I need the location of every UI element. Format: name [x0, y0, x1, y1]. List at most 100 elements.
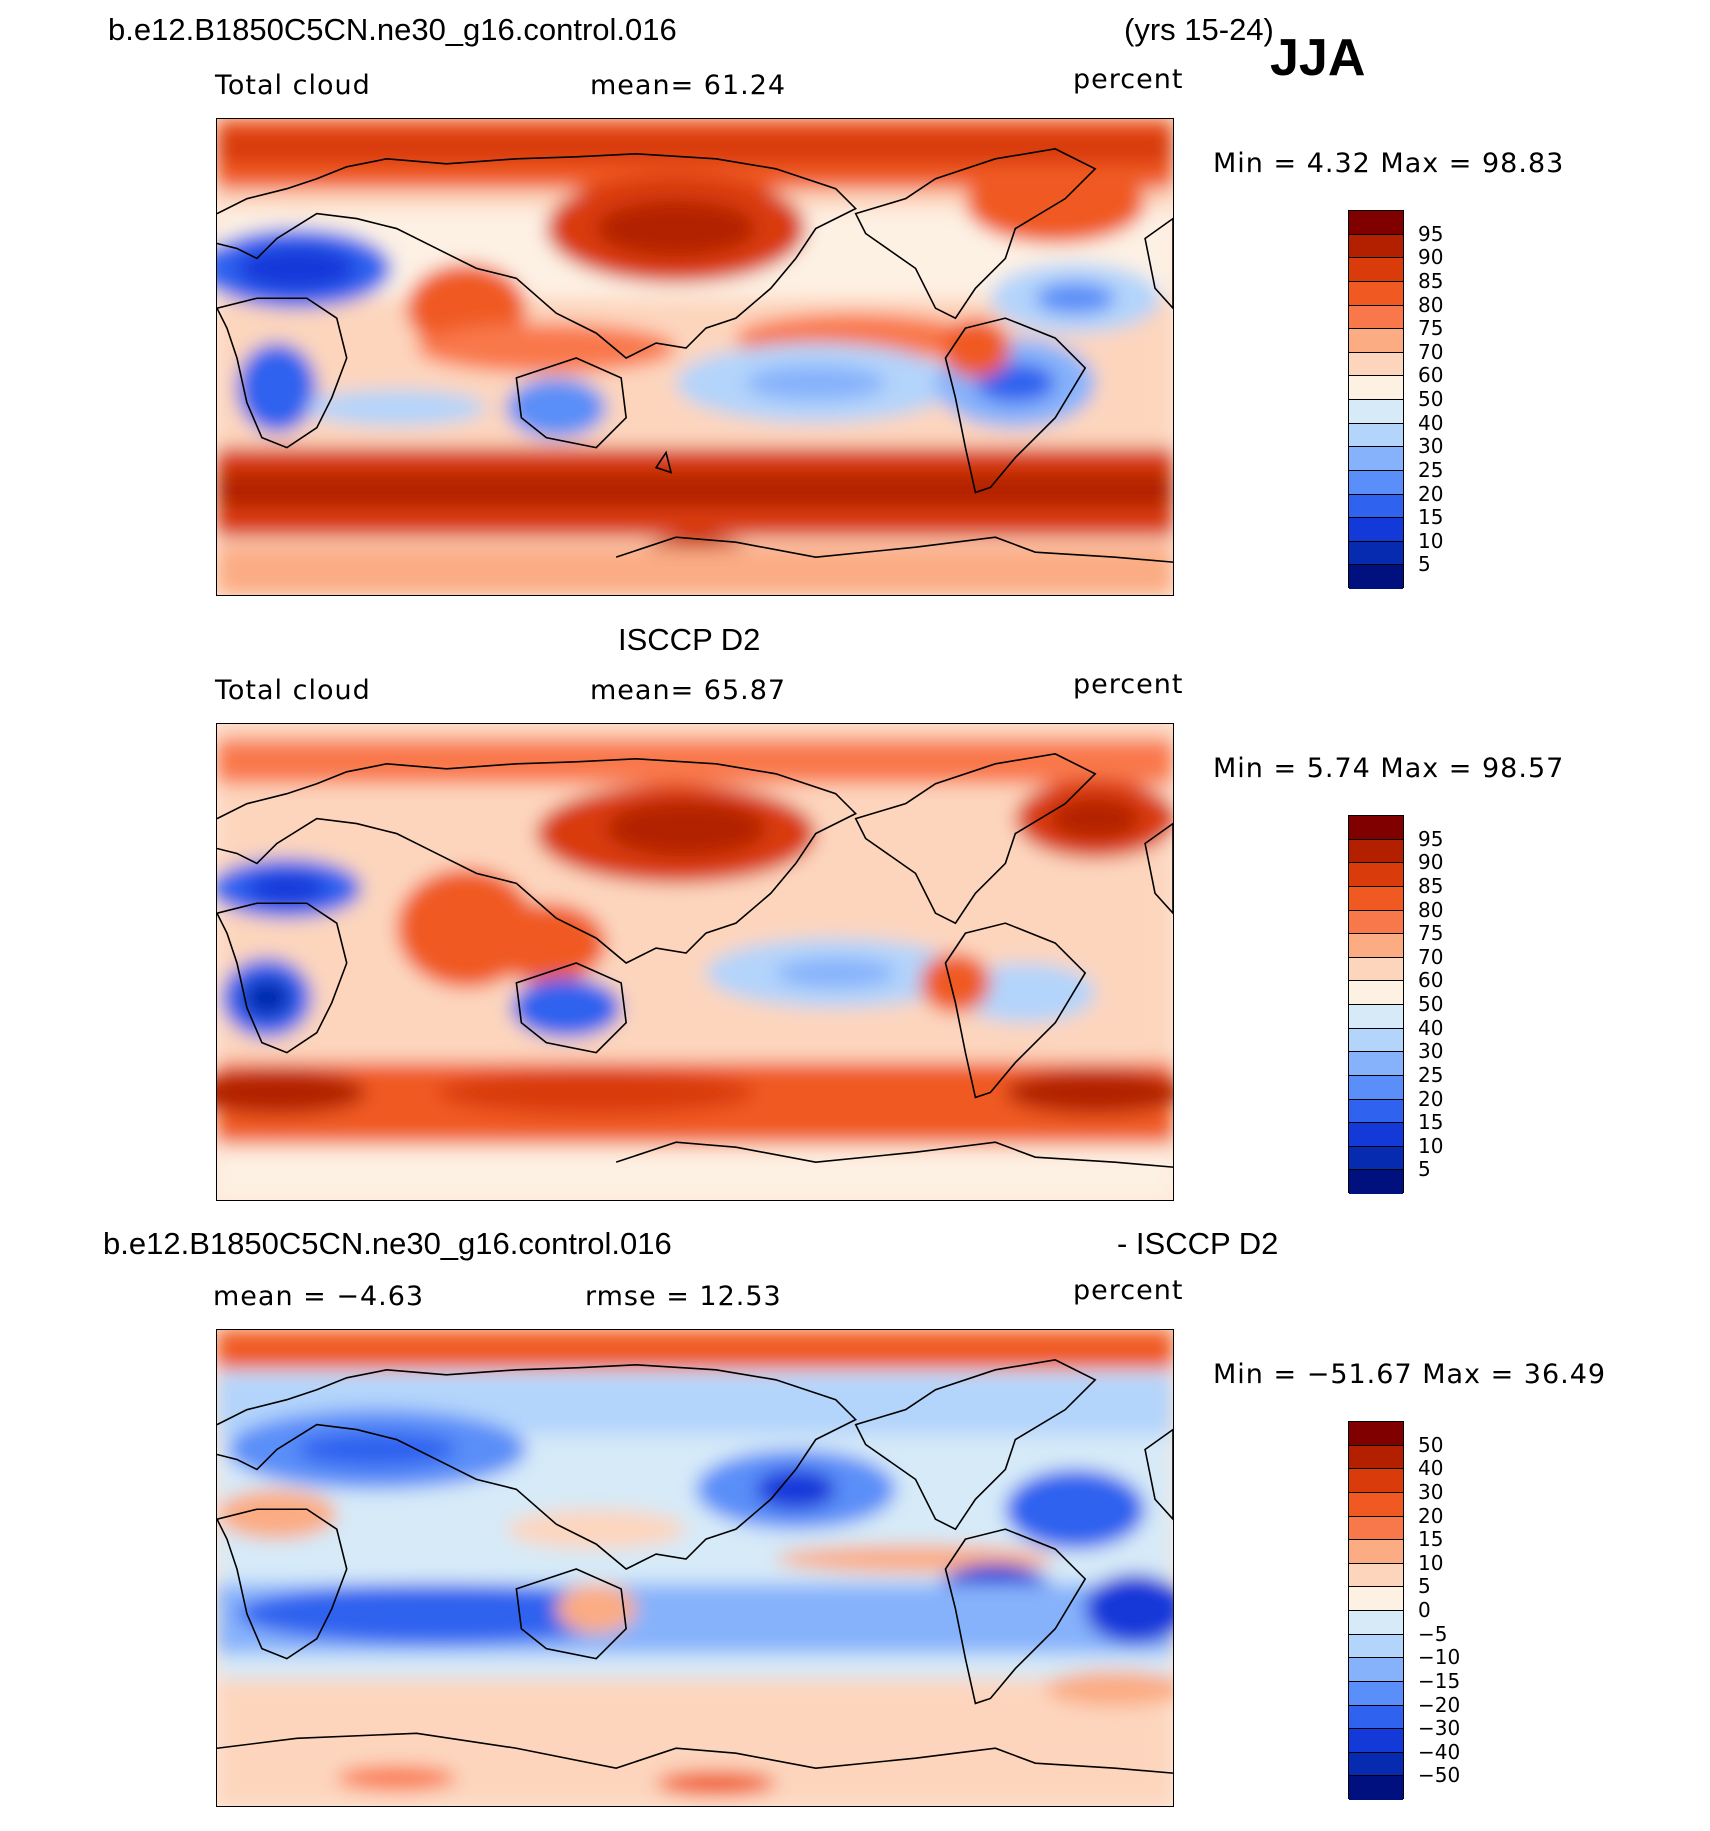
colorbar-tick-label: 90: [1418, 850, 1444, 875]
colorbar-swatch: [1349, 352, 1403, 377]
colorbar-swatch: [1349, 1705, 1403, 1730]
colorbar-swatch: [1349, 281, 1403, 306]
colorbar-swatch: [1349, 258, 1403, 282]
colorbar-swatch: [1349, 447, 1403, 471]
colorbar-swatch: [1349, 541, 1403, 566]
colorbar-tick-label: 25: [1418, 1062, 1444, 1087]
colorbar-swatch: [1349, 1099, 1403, 1124]
colorbar-tick-label: 15: [1418, 505, 1444, 530]
panel3-map: [216, 1329, 1174, 1807]
colorbar-tick-label: 40: [1418, 1456, 1444, 1481]
panel3-difference-field: [217, 1330, 1173, 1806]
panel3-title-left: b.e12.B1850C5CN.ne30_g16.control.016: [103, 1226, 672, 1261]
colorbar-swatch: [1349, 376, 1403, 400]
panel1-map: [216, 118, 1174, 596]
colorbar-swatch: [1349, 1422, 1403, 1446]
colorbar-swatch: [1349, 305, 1403, 330]
colorbar-tick-label: 60: [1418, 968, 1444, 993]
panel1-coastlines: [217, 148, 1173, 563]
colorbar-swatch: [1349, 1776, 1403, 1800]
colorbar-swatch: [1349, 934, 1403, 958]
colorbar-tick-label: 50: [1418, 1432, 1444, 1457]
colorbar-swatch: [1349, 981, 1403, 1005]
colorbar-tick-label: 25: [1418, 457, 1444, 482]
panel3-minmax-label: Min = −51.67 Max = 36.49: [1213, 1359, 1607, 1390]
colorbar-tick-label: 75: [1418, 921, 1444, 946]
colorbar-swatch: [1349, 910, 1403, 935]
colorbar-tick-label: 5: [1418, 552, 1431, 577]
colorbar-tick-label: 95: [1418, 221, 1444, 246]
season-label: JJA: [1270, 29, 1366, 87]
colorbar-tick-label: 10: [1418, 528, 1444, 553]
colorbar-tick-label: 10: [1418, 1133, 1444, 1158]
colorbar-swatch: [1349, 886, 1403, 911]
colorbar-swatch: [1349, 1028, 1403, 1053]
colorbar-tick-label: −30: [1418, 1716, 1461, 1741]
panel2-minmax-label: Min = 5.74 Max = 98.57: [1213, 753, 1565, 784]
panel1-colorbar: [1348, 210, 1404, 589]
panel2-map: [216, 723, 1174, 1201]
panel2-coastlines: [217, 753, 1173, 1168]
panel3-mean-label: mean = −4.63: [213, 1281, 425, 1312]
colorbar-swatch: [1349, 1075, 1403, 1100]
years-label: (yrs 15-24): [1124, 12, 1274, 47]
colorbar-swatch: [1349, 957, 1403, 982]
colorbar-swatch: [1349, 329, 1403, 353]
colorbar-swatch: [1349, 1634, 1403, 1659]
colorbar-tick-label: −5: [1418, 1621, 1448, 1646]
colorbar-tick-label: 5: [1418, 1574, 1431, 1599]
panel2-mean-label: mean= 65.87: [590, 675, 787, 706]
colorbar-swatch: [1349, 1611, 1403, 1635]
colorbar-swatch: [1349, 1563, 1403, 1588]
colorbar-tick-label: 70: [1418, 944, 1444, 969]
colorbar-tick-label: 85: [1418, 873, 1444, 898]
colorbar-swatch: [1349, 1170, 1403, 1194]
panel2-units-label: percent: [1073, 669, 1184, 700]
panel3-colorbar: [1348, 1421, 1404, 1800]
panel3-rmse-label: rmse = 12.53: [585, 1281, 782, 1312]
colorbar-swatch: [1349, 1469, 1403, 1493]
colorbar-tick-label: 20: [1418, 481, 1444, 506]
panel3-coastlines: [217, 1359, 1173, 1774]
colorbar-tick-label: 40: [1418, 1015, 1444, 1040]
colorbar-swatch: [1349, 816, 1403, 840]
colorbar-tick-label: 90: [1418, 245, 1444, 270]
colorbar-swatch: [1349, 423, 1403, 448]
colorbar-swatch: [1349, 565, 1403, 589]
colorbar-tick-label: 75: [1418, 316, 1444, 341]
colorbar-swatch: [1349, 1492, 1403, 1517]
colorbar-swatch: [1349, 1752, 1403, 1777]
colorbar-swatch: [1349, 1516, 1403, 1541]
colorbar-swatch: [1349, 400, 1403, 424]
panel2-cloud-field: [217, 724, 1173, 1200]
colorbar-tick-label: 40: [1418, 410, 1444, 435]
panel1-mean-label: mean= 61.24: [590, 70, 787, 101]
panel3-title-right: - ISCCP D2: [1117, 1226, 1279, 1261]
colorbar-tick-label: 15: [1418, 1527, 1444, 1552]
panel1-units-label: percent: [1073, 64, 1184, 95]
colorbar-swatch: [1349, 1681, 1403, 1706]
panel1-cloud-field: [217, 119, 1173, 595]
panel1-minmax-label: Min = 4.32 Max = 98.83: [1213, 148, 1565, 179]
case-title: b.e12.B1850C5CN.ne30_g16.control.016: [108, 12, 677, 47]
colorbar-swatch: [1349, 494, 1403, 519]
colorbar-tick-label: 0: [1418, 1598, 1431, 1622]
colorbar-tick-label: 15: [1418, 1110, 1444, 1135]
colorbar-tick-label: −20: [1418, 1692, 1461, 1717]
colorbar-swatch: [1349, 1729, 1403, 1753]
colorbar-tick-label: 10: [1418, 1550, 1444, 1575]
colorbar-swatch: [1349, 234, 1403, 259]
colorbar-swatch: [1349, 1052, 1403, 1076]
colorbar-swatch: [1349, 1445, 1403, 1470]
panel2-variable-label: Total cloud: [215, 675, 371, 706]
colorbar-tick-label: −10: [1418, 1645, 1461, 1670]
colorbar-swatch: [1349, 863, 1403, 887]
colorbar-swatch: [1349, 1540, 1403, 1564]
colorbar-tick-label: 30: [1418, 1039, 1444, 1064]
colorbar-swatch: [1349, 839, 1403, 864]
colorbar-swatch: [1349, 1123, 1403, 1147]
colorbar-tick-label: −15: [1418, 1668, 1461, 1693]
colorbar-swatch: [1349, 1005, 1403, 1029]
colorbar-tick-label: −40: [1418, 1739, 1461, 1764]
colorbar-tick-label: 95: [1418, 826, 1444, 851]
